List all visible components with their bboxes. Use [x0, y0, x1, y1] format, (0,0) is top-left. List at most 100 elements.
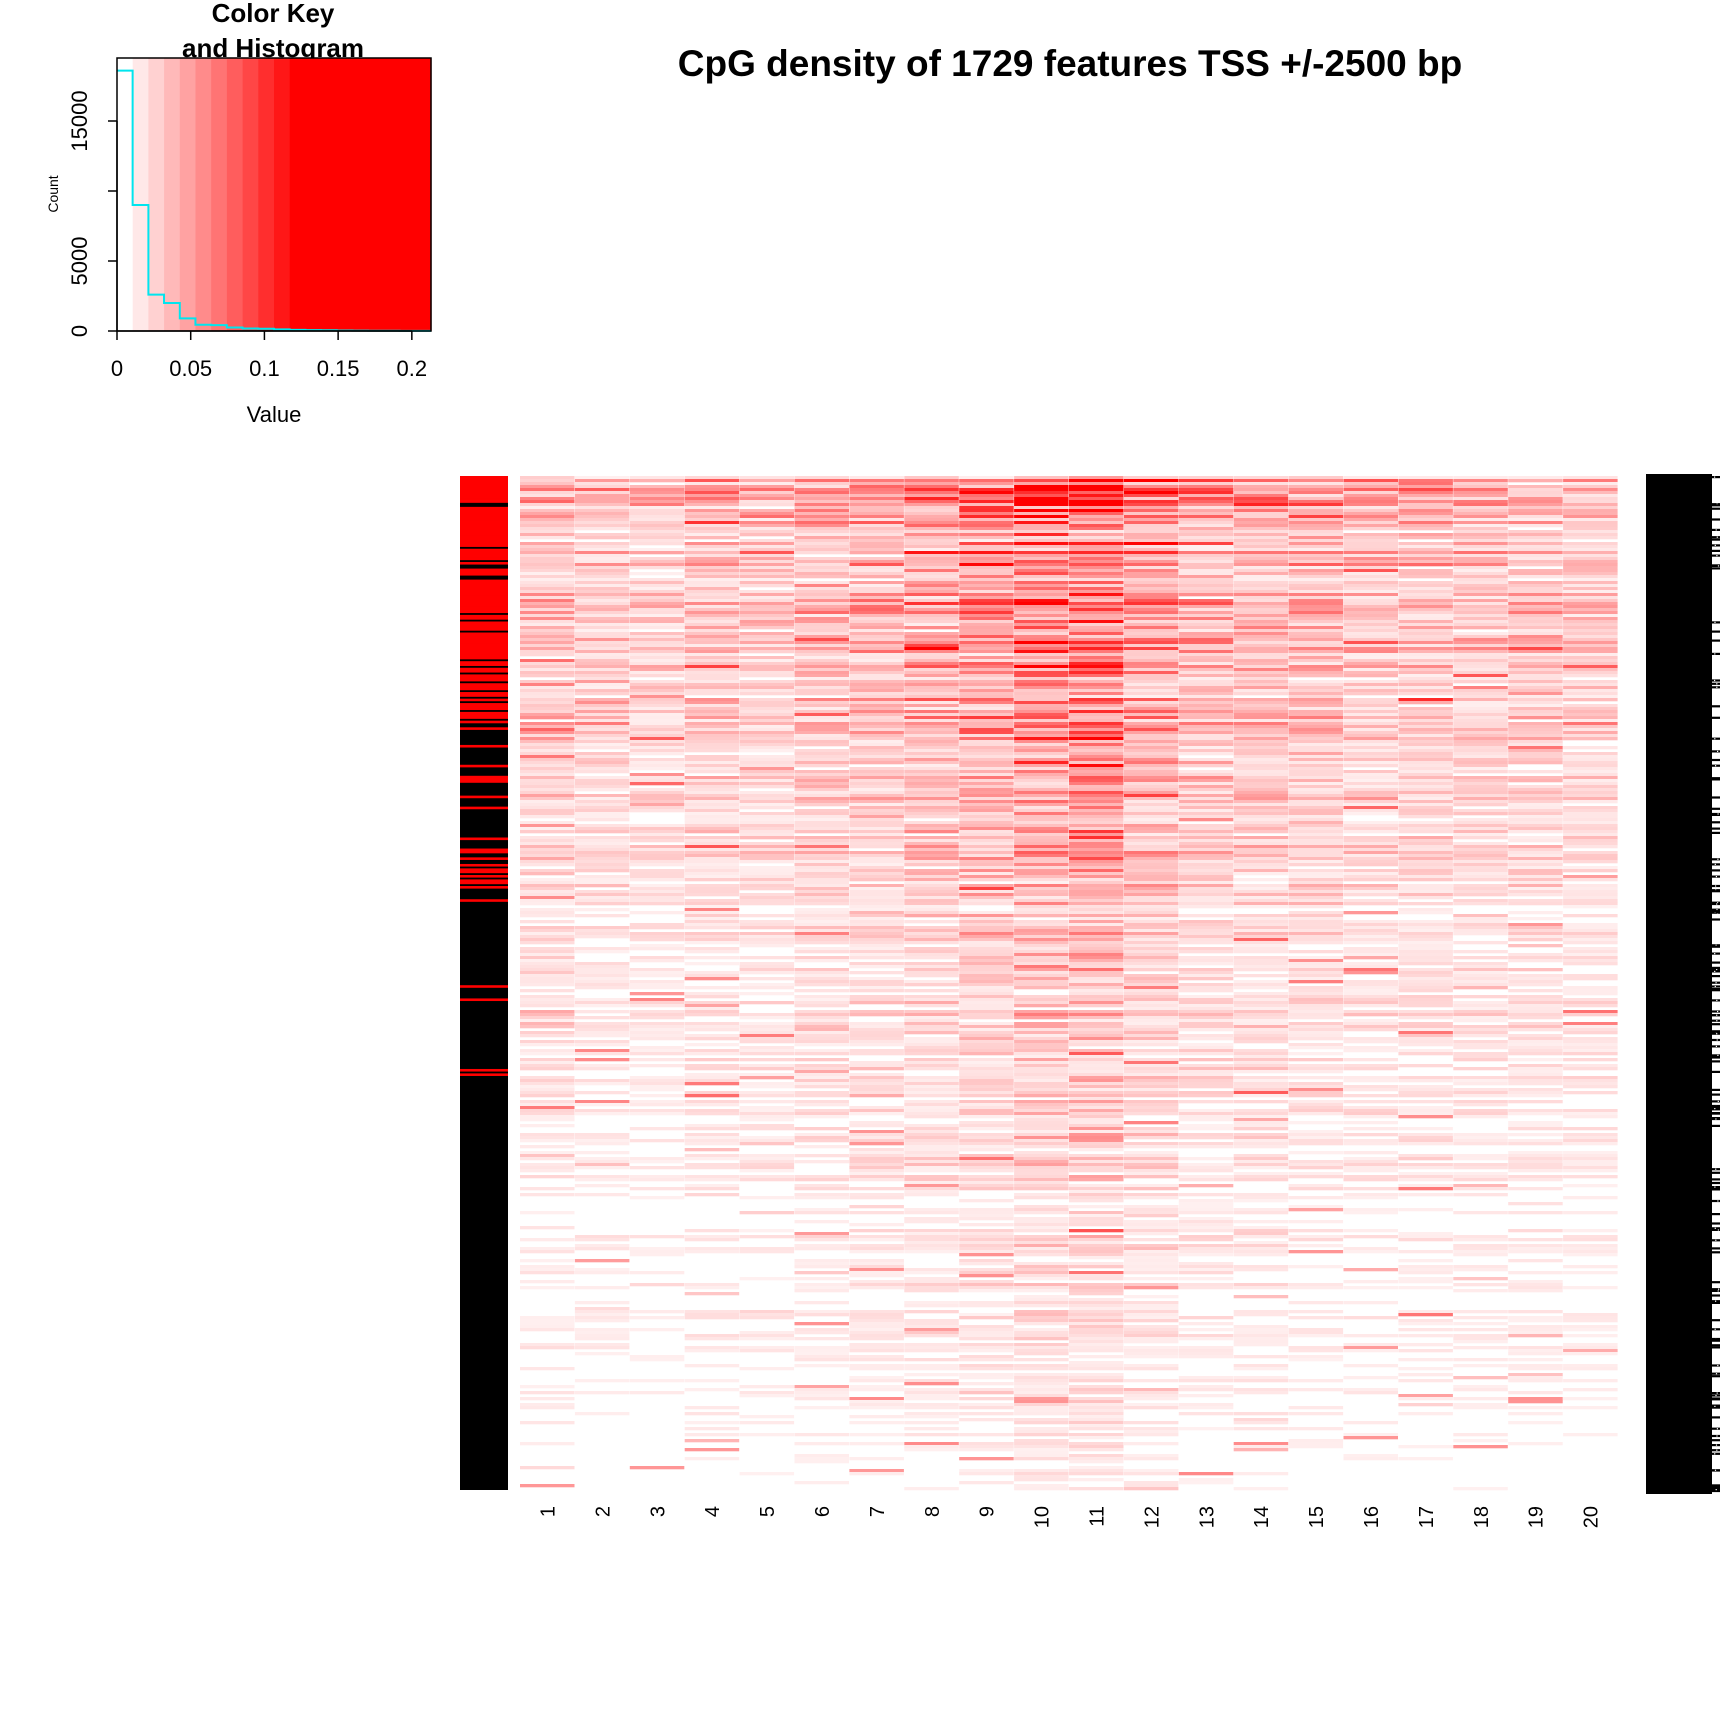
- heatmap-cell: [1563, 947, 1618, 951]
- heatmap-cell: [1069, 1130, 1124, 1134]
- heatmap-cell: [1343, 740, 1398, 744]
- heatmap-cell: [1288, 1109, 1344, 1113]
- heatmap-cell: [574, 1346, 630, 1350]
- heatmap-cell: [1178, 674, 1234, 678]
- heatmap-cell: [904, 578, 959, 582]
- heatmap-cell: [904, 1388, 959, 1392]
- heatmap-cell: [849, 485, 904, 489]
- heatmap-cell: [1288, 974, 1344, 978]
- heatmap-cell: [1069, 1337, 1124, 1341]
- heatmap-cell: [1508, 749, 1563, 753]
- heatmap-cell: [1343, 671, 1398, 675]
- heatmap-cell: [629, 857, 685, 861]
- heatmap-cell: [1563, 1037, 1618, 1041]
- heatmap-cell: [520, 956, 575, 960]
- heatmap-cell: [1123, 899, 1179, 903]
- heatmap-cell: [1014, 1061, 1069, 1065]
- heatmap-cell: [739, 503, 795, 507]
- heatmap-cell: [1288, 521, 1344, 525]
- heatmap-cell: [1508, 794, 1563, 798]
- heatmap-cell: [849, 1211, 904, 1215]
- heatmap-cell: [520, 767, 575, 771]
- heatmap-cell: [684, 1001, 740, 1005]
- heatmap-cell: [1288, 800, 1344, 804]
- heatmap-cell: [904, 668, 959, 672]
- heatmap-cell: [794, 722, 849, 726]
- heatmap-cell: [574, 671, 630, 675]
- heatmap-cell: [1343, 923, 1398, 927]
- heatmap-cell: [1178, 533, 1234, 537]
- heatmap-cell: [1014, 1220, 1069, 1224]
- heatmap-cell: [1233, 1286, 1289, 1290]
- heatmap-cell: [1178, 554, 1234, 558]
- heatmap-cell: [574, 485, 630, 489]
- heatmap-cell: [1123, 1223, 1179, 1227]
- heatmap-cell: [904, 1157, 959, 1161]
- heatmap-cell: [1014, 581, 1069, 585]
- heatmap-cell: [1014, 1397, 1069, 1401]
- heatmap-cell: [1069, 1142, 1124, 1146]
- heatmap-cell: [1014, 515, 1069, 519]
- heatmap-cell: [1398, 533, 1453, 537]
- heatmap-cell: [1233, 539, 1289, 543]
- heatmap-cell: [739, 545, 795, 549]
- heatmap-cell: [904, 884, 959, 888]
- heatmap-cell: [1453, 890, 1508, 894]
- heatmap-cell: [1453, 980, 1508, 984]
- heatmap-cell: [1178, 722, 1234, 726]
- heatmap-cell: [1343, 860, 1398, 864]
- side-color-band: [460, 586, 508, 589]
- heatmap-cell: [684, 527, 740, 531]
- side-color-band: [460, 652, 508, 655]
- heatmap-cell: [1014, 905, 1069, 909]
- heatmap-cell: [629, 779, 685, 783]
- heatmap-cell: [1233, 1157, 1289, 1161]
- heatmap-cell: [629, 836, 685, 840]
- heatmap-cell: [1563, 515, 1618, 519]
- heatmap-cell: [1069, 1082, 1124, 1086]
- heatmap-cell: [1288, 779, 1344, 783]
- heatmap-cell: [1563, 935, 1618, 939]
- heatmap-cell: [574, 476, 630, 480]
- heatmap-cell: [794, 602, 849, 606]
- heatmap-cell: [1563, 1139, 1618, 1143]
- heatmap-cell: [1398, 1358, 1453, 1362]
- heatmap-cell: [1288, 1052, 1344, 1056]
- heatmap-cell: [904, 1127, 959, 1131]
- heatmap-cell: [1343, 563, 1398, 567]
- heatmap-cell: [1178, 719, 1234, 723]
- heatmap-cell: [1069, 1025, 1124, 1029]
- heatmap-cell: [1178, 848, 1234, 852]
- heatmap-cell: [1343, 629, 1398, 633]
- heatmap-cell: [574, 848, 630, 852]
- side-color-band: [460, 542, 508, 545]
- heatmap-cell: [959, 917, 1014, 921]
- heatmap-cell: [1563, 533, 1618, 537]
- heatmap-cell: [849, 1403, 904, 1407]
- heatmap-cell: [1563, 545, 1618, 549]
- heatmap-cell: [739, 1073, 795, 1077]
- heatmap-cell: [1014, 974, 1069, 978]
- heatmap-cell: [739, 881, 795, 885]
- heatmap-cell: [1563, 1397, 1618, 1401]
- heatmap-cells: [520, 476, 1618, 1491]
- heatmap-cell: [1233, 899, 1289, 903]
- heatmap-cell: [1453, 1346, 1508, 1350]
- heatmap-cell: [849, 1337, 904, 1341]
- heatmap-cell: [574, 1343, 630, 1347]
- heatmap-cell: [959, 503, 1014, 507]
- heatmap-cell: [1453, 1100, 1508, 1104]
- heatmap-cell: [1123, 854, 1179, 858]
- heatmap-cell: [1069, 1325, 1124, 1329]
- side-color-band: [460, 603, 508, 607]
- heatmap-cell: [1288, 854, 1344, 858]
- heatmap-cell: [574, 1334, 630, 1338]
- heatmap-cell: [1343, 929, 1398, 933]
- heatmap-cell: [1398, 1403, 1453, 1407]
- heatmap-cell: [794, 1196, 849, 1200]
- heatmap-cell: [1288, 836, 1344, 840]
- heatmap-cell: [1508, 788, 1563, 792]
- heatmap-cell: [1233, 764, 1289, 768]
- heatmap-cell: [959, 758, 1014, 762]
- heatmap-cell: [794, 671, 849, 675]
